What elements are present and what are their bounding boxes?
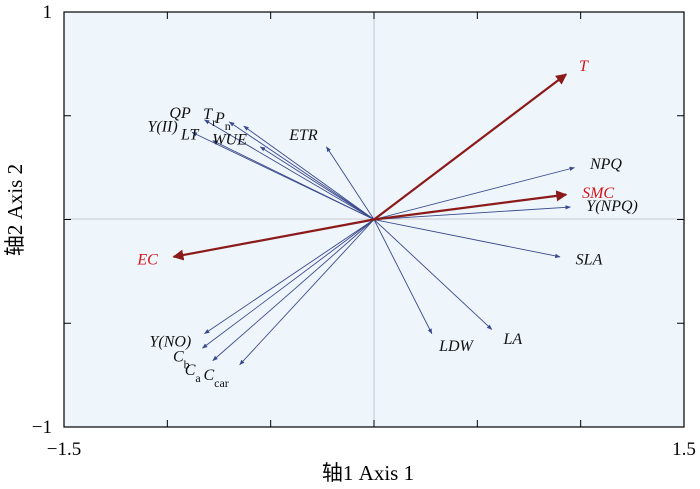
explanatory-arrow-smc [373,190,568,221]
label-cb: Cb [173,349,190,372]
response-arrow-ldw [373,219,433,335]
label-t: T [579,58,589,75]
label-qp: QP [169,105,191,122]
label-npq: NPQ [589,156,622,173]
y-axis-title: 轴2 Axis 2 [3,164,27,256]
label-wue: WUE [212,131,247,148]
label-etr: ETR [288,127,318,144]
label-ccar: Ccar [203,367,228,390]
y-tick-label-max: 1 [43,2,53,23]
response-arrow-ca [212,219,375,361]
response-arrow-etr [326,146,375,220]
response-arrow-cb [202,219,375,349]
response-arrow-y-no [204,219,375,334]
label-la: LA [502,331,522,348]
x-tick-label-max: 1.5 [672,439,696,460]
label-y-ii: Y(II) [147,118,177,135]
label-tr: Tr [203,106,216,129]
response-arrow-la [373,219,493,330]
explanatory-arrow-t [373,73,568,221]
response-arrow-ccar [239,219,375,366]
label-y-npq: Y(NPQ) [586,198,638,215]
label-ca: Ca [185,362,202,385]
label-smc: SMC [582,185,614,202]
explanatory-arrows [172,73,568,261]
label-ec: EC [136,251,158,268]
label-y-no: Y(NO) [149,333,191,350]
response-arrow-tr [228,121,375,220]
response-arrow-sla [373,219,561,259]
label-ldw: LDW [438,338,474,355]
label-lt: LT [180,126,200,143]
response-arrow-y-npq [373,205,571,220]
y-axis-ticks [64,11,684,428]
x-tick-label-min: −1.5 [47,439,81,460]
label-pn: Pn [214,110,231,133]
explanatory-arrow-ec [172,218,375,261]
y-tick-label-min: −1 [32,417,52,438]
response-arrow-lt [212,140,375,220]
x-axis-title: 轴1 Axis 1 [322,461,414,485]
x-axis-ticks [63,12,685,427]
response-arrow-qp [204,119,375,220]
response-arrow-npq [373,166,575,220]
response-arrow-wue [259,146,375,220]
response-arrows [191,119,575,366]
response-arrow-pn [243,125,375,220]
label-sla: SLA [576,252,603,269]
